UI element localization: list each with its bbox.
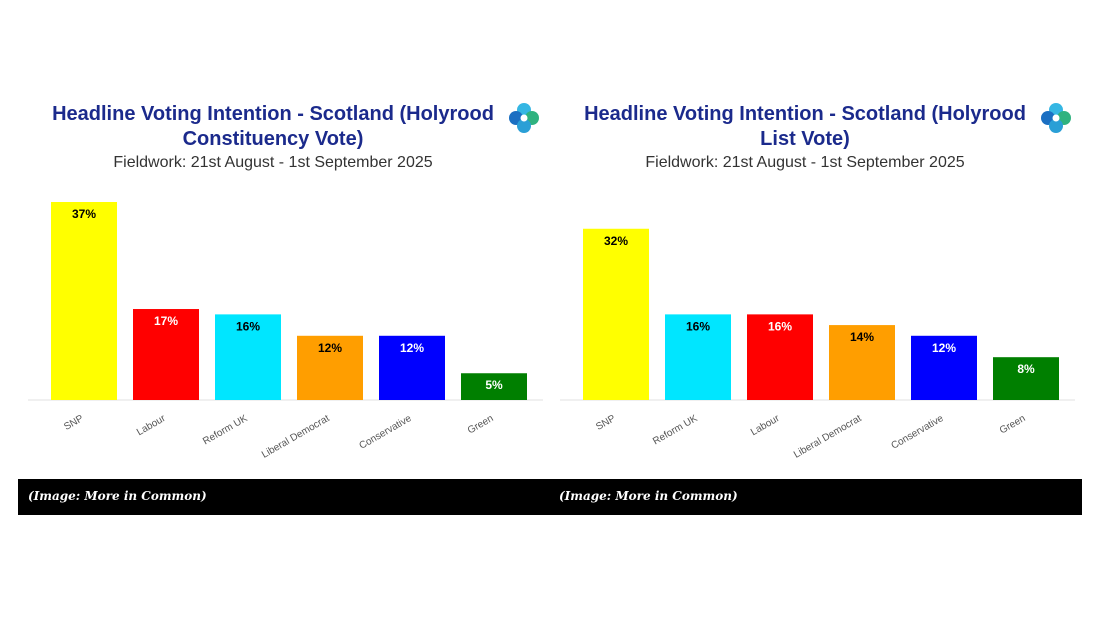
more-in-common-logo-icon [509,103,539,133]
bar [297,335,363,400]
data-label: 12% [400,341,424,355]
chart-title: Headline Voting Intention - Scotland (Ho… [52,103,494,150]
data-label: 16% [686,319,710,333]
x-tick-label: Liberal Democrat [792,413,864,461]
bar [461,373,527,400]
data-label: 16% [768,319,792,333]
x-tick-label: Conservative [889,413,945,452]
data-label: 14% [850,330,874,344]
x-tick-label: SNP [594,413,618,433]
chart-subtitle: Fieldwork: 21st August - 1st September 2… [113,154,433,171]
data-label: 32% [604,234,628,248]
bar [583,228,649,400]
bar [911,335,977,400]
chart-subtitle: Fieldwork: 21st August - 1st September 2… [645,154,965,171]
data-label: 16% [236,319,260,333]
x-tick-label: Reform UK [651,413,700,447]
image-credit-bar: (Image: More in Common) (Image: More in … [18,479,1082,515]
image-credit-caption: (Image: More in Common) [28,489,207,503]
bar-chart: 32% SNP 16% Reform UK 16% Labour 14% Liberal De… [560,228,1075,461]
image-credit-caption: (Image: More in Common) [559,489,738,503]
bar [215,314,281,400]
data-label: 12% [932,341,956,355]
x-tick-label: Conservative [357,413,413,452]
x-tick-label: SNP [62,413,86,433]
bar [379,335,445,400]
data-label: 5% [485,378,503,392]
x-tick-label: Liberal Democrat [260,413,332,461]
x-tick-label: Labour [749,413,782,438]
data-label: 37% [72,207,96,221]
bar [747,314,813,400]
data-label: 8% [1017,362,1035,376]
x-tick-label: Green [466,413,496,436]
chart-panel-left: Headline Voting Intention - Scotland (Ho… [18,90,550,480]
more-in-common-logo-icon [1041,103,1071,133]
bar [829,325,895,400]
x-tick-label: Reform UK [201,413,250,447]
bar [51,202,117,400]
chart-panel-right: Headline Voting Intention - Scotland (Ho… [550,90,1082,480]
bar-chart: 37% SNP 17% Labour 16% Reform UK 12% Liberal De… [28,202,543,461]
bar [665,314,731,400]
data-label: 12% [318,341,342,355]
chart-title: Headline Voting Intention - Scotland (Ho… [584,103,1026,150]
bar [133,309,199,400]
data-label: 17% [154,314,178,328]
x-tick-label: Green [998,413,1028,436]
x-tick-label: Labour [135,413,168,438]
bar [993,357,1059,400]
